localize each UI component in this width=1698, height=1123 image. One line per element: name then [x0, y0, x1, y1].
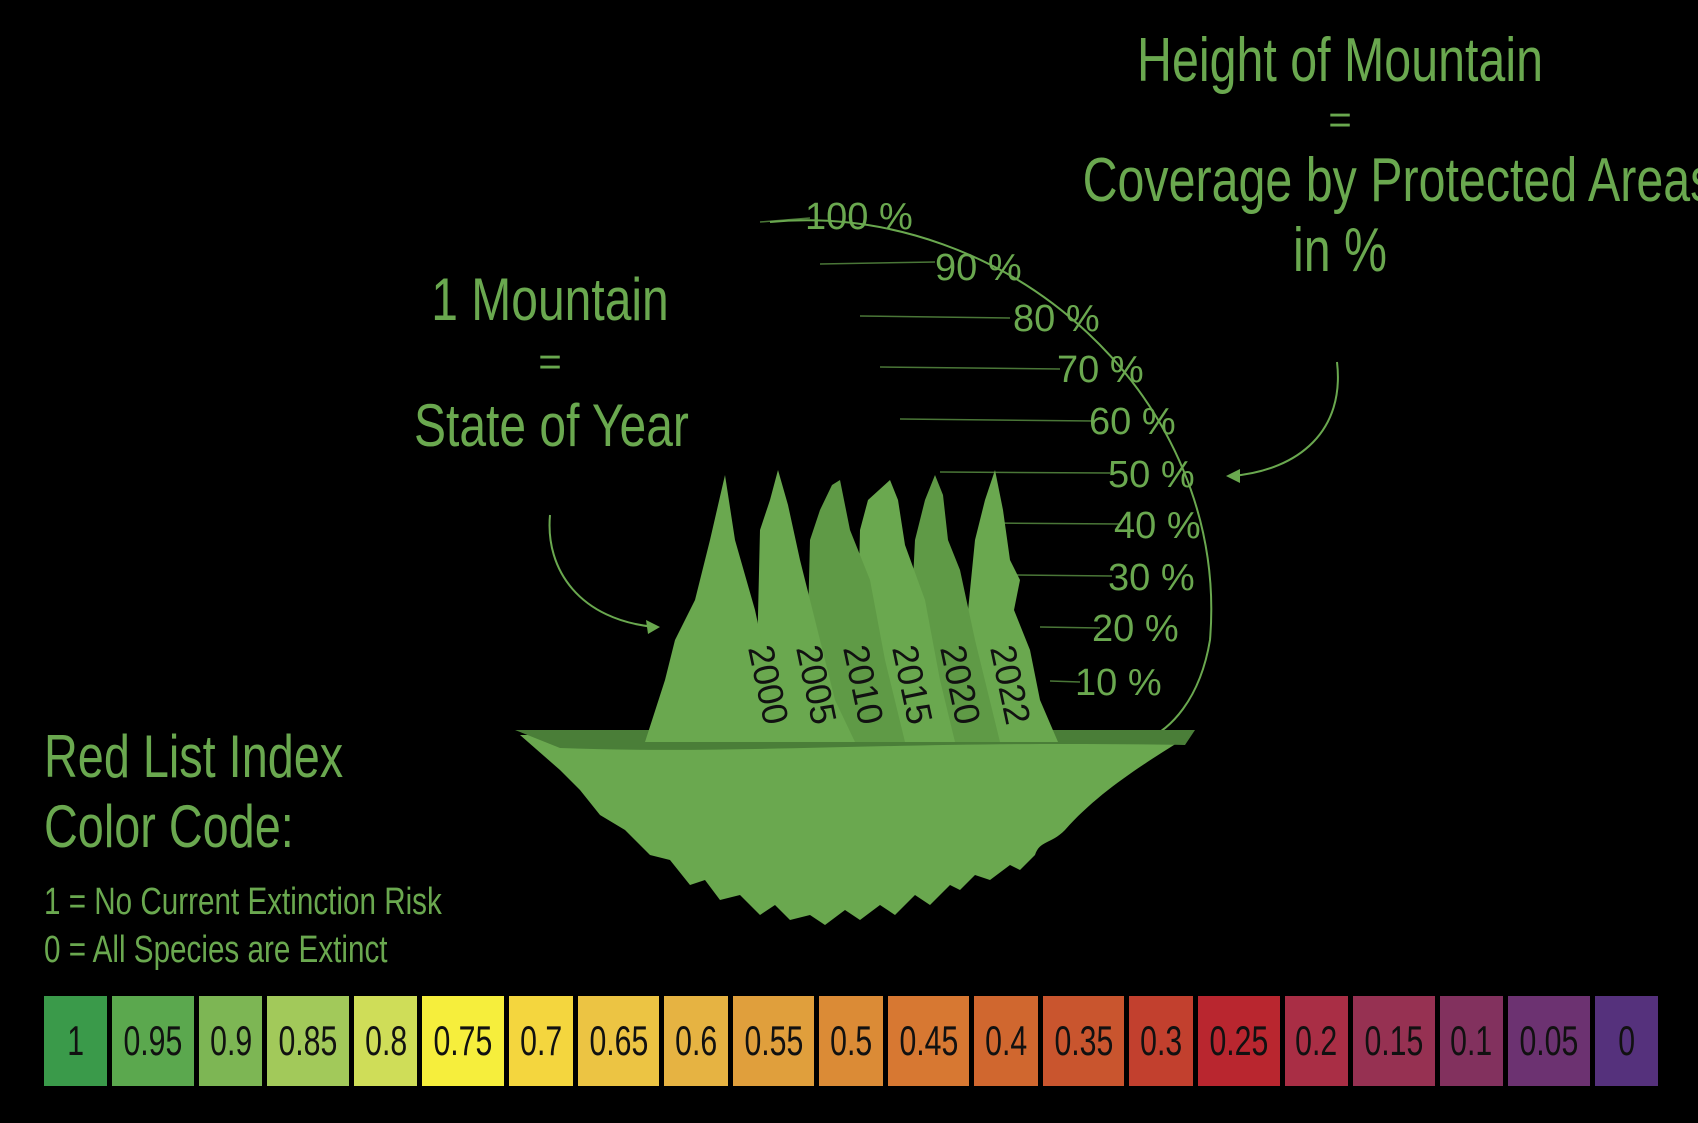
color-scale-bar: 1 0.95 0.9 0.85 0.8 0.75 0.7 0.65 0.6 0.55 0.5 0.45…: [44, 996, 1658, 1086]
mountain-2005: [755, 470, 855, 742]
legend-title-line-1: Red List Index: [44, 723, 344, 790]
color-swatch-label: 1: [67, 1017, 85, 1064]
arrow-right-head: [1226, 469, 1240, 483]
scale-label-90: 90 %: [935, 247, 1022, 289]
title-protected-areas: Height of Mountain = Coverage by Protect…: [1010, 26, 1698, 285]
color-swatch: 0.15: [1352, 996, 1435, 1086]
color-swatch-label: 0.3: [1140, 1017, 1183, 1064]
color-swatch: 0.8: [354, 996, 418, 1086]
color-swatch-label: 0.8: [364, 1017, 407, 1064]
arrow-right: [1231, 361, 1339, 477]
color-swatch: 0.95: [112, 996, 195, 1086]
scale-label-30: 30 %: [1108, 557, 1195, 599]
color-swatch: 0.35: [1042, 996, 1125, 1086]
caption-line-2: State of Year: [414, 392, 689, 459]
scale-label-70: 70 %: [1057, 349, 1144, 391]
legend-title-line-2: Color Code:: [44, 793, 294, 860]
mountain-2010: [805, 480, 905, 742]
legend-note-2: 0 = All Species are Extinct: [44, 929, 388, 971]
color-swatch-label: 0.65: [588, 1017, 648, 1064]
color-swatch: 0.3: [1129, 996, 1193, 1086]
color-swatch-label: 0.85: [278, 1017, 338, 1064]
color-swatch: 1: [44, 996, 108, 1086]
color-swatch: 0.25: [1197, 996, 1280, 1086]
color-swatch-label: 0.35: [1054, 1017, 1113, 1064]
color-swatch-label: 0.9: [209, 1017, 252, 1064]
gauge-ticks: [759, 217, 1121, 683]
color-swatch: 0.85: [267, 996, 350, 1086]
scale-label-60: 60 %: [1089, 401, 1176, 443]
caption-equals: =: [538, 340, 562, 384]
color-swatch: 0.05: [1507, 996, 1590, 1086]
color-swatch-label: 0.5: [829, 1017, 872, 1064]
mountain-2000: [645, 475, 800, 742]
mountain-group: [645, 470, 1058, 742]
color-swatch-label: 0.7: [519, 1017, 562, 1064]
scale-label-100: 100 %: [805, 196, 913, 238]
color-swatch-label: 0.45: [899, 1017, 958, 1064]
scale-label-80: 80 %: [1013, 298, 1100, 340]
color-swatch-label: 0.15: [1364, 1017, 1424, 1064]
color-swatch-label: 0.6: [674, 1017, 717, 1064]
scale-label-40: 40 %: [1114, 505, 1201, 547]
color-swatch: 0.1: [1439, 996, 1503, 1086]
island-base: [520, 735, 1190, 925]
color-swatch-label: 0.95: [123, 1017, 183, 1064]
color-swatch: 0.55: [732, 996, 815, 1086]
color-swatch: 0.7: [509, 996, 573, 1086]
scale-label-50: 50 %: [1108, 454, 1195, 496]
color-swatch-label: 0.2: [1295, 1017, 1338, 1064]
color-swatch-label: 0: [1617, 1017, 1635, 1064]
color-swatch-label: 0.1: [1450, 1017, 1493, 1064]
color-swatch: 0.2: [1284, 996, 1348, 1086]
caption-mountain-year: 1 Mountain = State of Year: [380, 270, 720, 456]
color-swatch-label: 0.55: [744, 1017, 803, 1064]
color-swatch: 0.45: [887, 996, 970, 1086]
color-swatch: 0.9: [199, 996, 263, 1086]
arrow-left: [548, 514, 656, 628]
title-line-3: in %: [1292, 216, 1388, 285]
arrow-left-head: [646, 620, 660, 634]
color-swatch: 0.4: [974, 996, 1038, 1086]
title-line-2: Coverage by Protected Areas: [1082, 146, 1698, 215]
color-swatch: 0.75: [422, 996, 505, 1086]
color-swatch-label: 0.75: [433, 1017, 493, 1064]
gauge-arc: [769, 219, 1213, 741]
title-line-1: Height of Mountain: [1137, 26, 1543, 95]
title-equals: =: [1328, 98, 1352, 142]
legend-note-1: 1 = No Current Extinction Risk: [44, 881, 442, 923]
caption-line-1: 1 Mountain: [431, 266, 669, 333]
legend-title: Red List Index Color Code:: [44, 722, 343, 862]
color-swatch-label: 0.05: [1519, 1017, 1579, 1064]
color-swatch-label: 0.25: [1209, 1017, 1269, 1064]
color-swatch: 0.6: [664, 996, 728, 1086]
color-swatch: 0.65: [577, 996, 660, 1086]
color-swatch-label: 0.4: [985, 1017, 1028, 1064]
color-swatch: 0.5: [819, 996, 883, 1086]
gauge-labels: 100 % 90 % 80 % 70 % 60 % 50 % 40 % 30 %…: [805, 196, 1201, 704]
legend-notes: 1 = No Current Extinction Risk 0 = All S…: [44, 878, 442, 974]
scale-label-20: 20 %: [1092, 608, 1179, 650]
scale-label-10: 10 %: [1075, 662, 1162, 704]
color-swatch: 0: [1594, 996, 1658, 1086]
